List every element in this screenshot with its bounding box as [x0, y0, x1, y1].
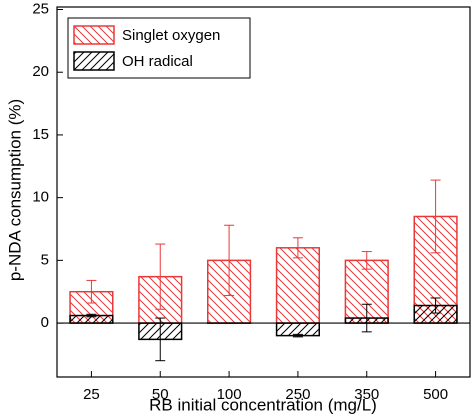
- error-bar: [430, 179, 441, 254]
- y-tick-label: 25: [32, 0, 49, 17]
- error-bar: [86, 279, 97, 304]
- error-bar: [361, 251, 372, 270]
- bar: [275, 247, 321, 324]
- y-tick-label: 15: [32, 126, 49, 143]
- legend-label: Singlet oxygen: [122, 27, 220, 44]
- y-tick-label: 10: [32, 189, 49, 206]
- x-axis-label: RB initial concentration (mg/L): [149, 395, 377, 414]
- x-tick-label: 500: [423, 386, 448, 403]
- error-bar: [292, 333, 303, 338]
- x-tick-label: 100: [217, 386, 242, 403]
- y-tick-label: 0: [41, 314, 49, 331]
- error-bar: [224, 224, 235, 296]
- x-tick-label: 350: [354, 386, 379, 403]
- x-tick-label: 250: [285, 386, 310, 403]
- x-tick-label: 25: [83, 386, 100, 403]
- legend-label: OH radical: [122, 53, 193, 70]
- error-bar: [86, 313, 97, 318]
- error-bar: [292, 237, 303, 259]
- x-tick-label: 50: [152, 386, 169, 403]
- error-bar: [430, 297, 441, 314]
- error-bar: [155, 317, 166, 362]
- plot-frame: [56, 6, 471, 378]
- legend-swatch: [73, 51, 115, 71]
- y-tick-label: 5: [41, 251, 49, 268]
- y-tick-label: 20: [32, 63, 49, 80]
- error-bar: [155, 243, 166, 310]
- error-bar: [361, 303, 372, 333]
- bar: [275, 322, 321, 337]
- legend-swatch: [73, 25, 115, 45]
- y-axis-label: p-NDA consumption (%): [5, 99, 24, 281]
